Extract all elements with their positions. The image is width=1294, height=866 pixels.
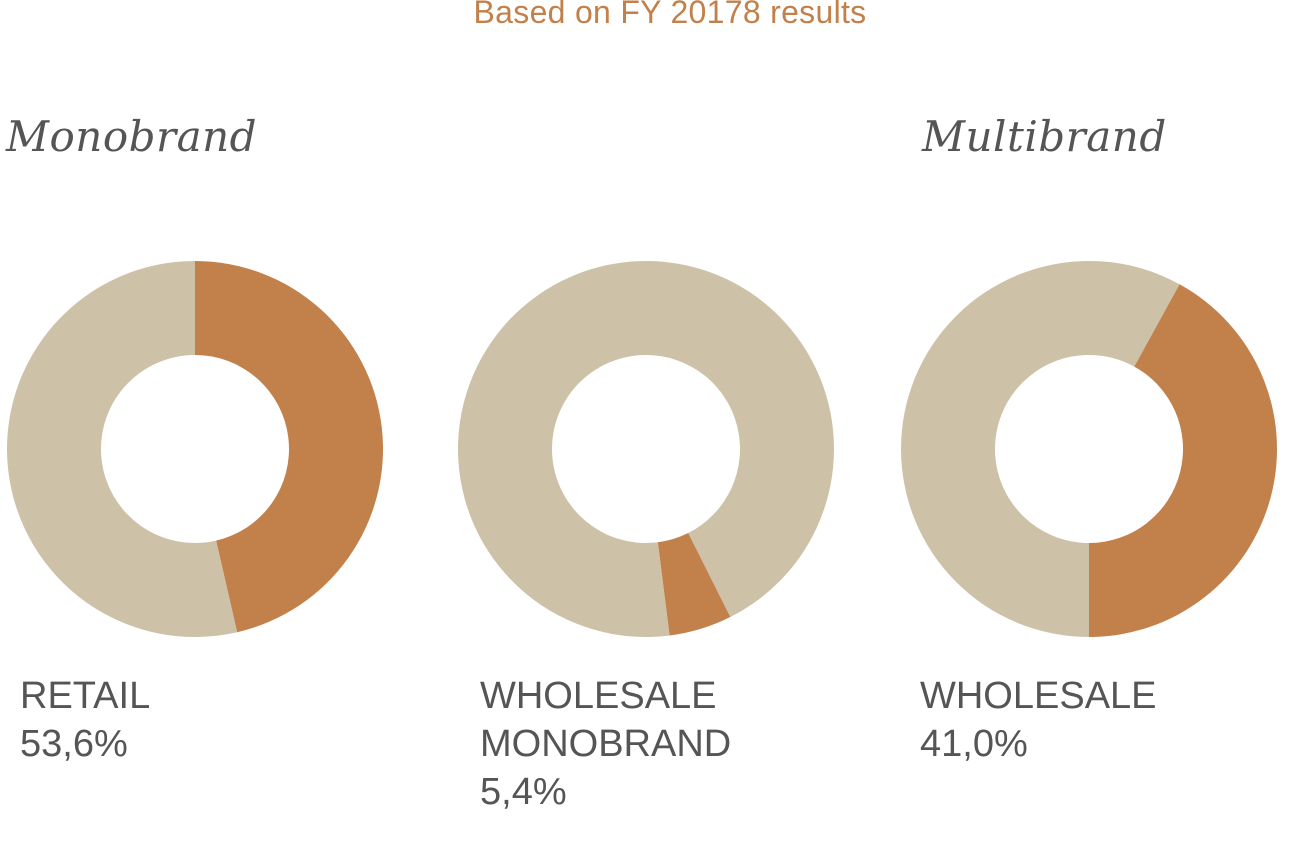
wholesale-multibrand-label: WHOLESALE 41,0%: [920, 672, 1157, 768]
wholesale-multibrand-value: 41,0%: [920, 723, 1028, 765]
chart-subtitle: Based on FY 20178 results: [473, 0, 867, 30]
wholesale-monobrand-name-line1: WHOLESALE: [480, 675, 717, 717]
donut-2-slice-0: [1089, 261, 1180, 367]
donut-2-slice-1: [1089, 284, 1277, 637]
retail-value: 53,6%: [20, 723, 128, 765]
donut-1-slice-0: [646, 261, 834, 618]
multibrand-group-title: Multibrand: [922, 112, 1167, 161]
wholesale-monobrand-name-line2: MONOBRAND: [480, 723, 732, 765]
retail-label: RETAIL 53,6%: [20, 672, 150, 768]
wholesale-multibrand-name: WHOLESALE: [920, 675, 1157, 717]
wholesale-monobrand-label: WHOLESALE MONOBRAND 5,4%: [480, 672, 731, 816]
wholesale-monobrand-value: 5,4%: [480, 771, 567, 813]
donut-1-slice-1: [657, 533, 731, 636]
donut-0-slice-0: [195, 261, 384, 633]
retail-name: RETAIL: [20, 675, 151, 717]
monobrand-group-title: Monobrand: [6, 112, 258, 161]
donut-2-slice-2: [901, 261, 1089, 637]
donut-0-slice-1: [7, 261, 238, 637]
donut-1-slice-2: [458, 261, 670, 637]
